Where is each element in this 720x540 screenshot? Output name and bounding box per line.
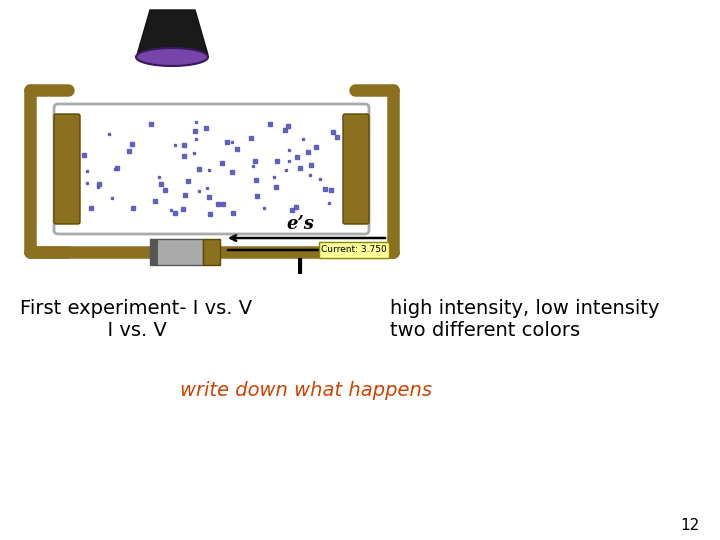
Text: I: I <box>296 258 304 278</box>
Bar <box>150 239 202 265</box>
Text: Current: 3.750: Current: 3.750 <box>321 246 387 254</box>
Text: two different colors: two different colors <box>390 321 580 340</box>
Polygon shape <box>137 10 208 55</box>
Text: e’s: e’s <box>286 215 314 233</box>
Bar <box>150 239 158 265</box>
Text: I vs. V: I vs. V <box>20 321 167 340</box>
Text: write down what happens: write down what happens <box>180 381 432 400</box>
Text: 12: 12 <box>680 517 700 532</box>
FancyBboxPatch shape <box>54 104 369 234</box>
FancyBboxPatch shape <box>54 114 80 224</box>
FancyBboxPatch shape <box>343 114 369 224</box>
Polygon shape <box>85 113 340 220</box>
Ellipse shape <box>136 48 208 66</box>
FancyBboxPatch shape <box>319 242 389 258</box>
Text: First experiment- I vs. V: First experiment- I vs. V <box>20 299 252 318</box>
Text: high intensity, low intensity: high intensity, low intensity <box>390 299 660 318</box>
Bar <box>202 239 220 265</box>
